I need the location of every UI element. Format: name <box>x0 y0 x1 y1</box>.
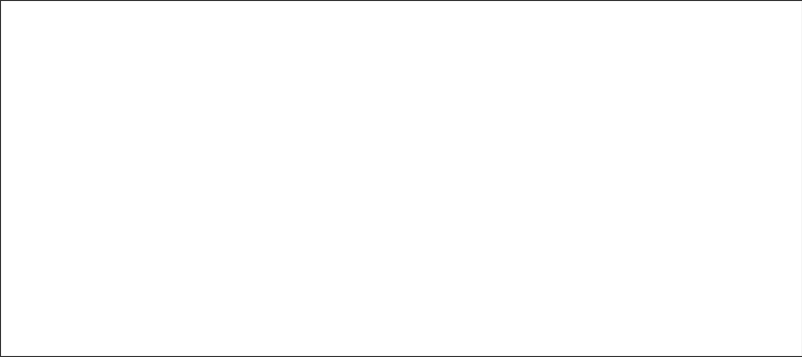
Text: Product & business
model innovation: Product & business model innovation <box>392 11 512 41</box>
Bar <box>569 53 802 122</box>
Bar <box>569 122 802 205</box>
Bar <box>124 205 334 357</box>
Bar <box>124 53 334 122</box>
Text: - Develop new value propositions

- Attract new customers: - Develop new value propositions - Attra… <box>344 140 510 177</box>
Bar <box>124 122 334 205</box>
Text: - Differentiation strategy

- Contracts or tenders won: - Differentiation strategy - Contracts o… <box>134 140 267 177</box>
Text: Barriers to
grow: Barriers to grow <box>10 277 76 300</box>
Text: > Direct: > Direct <box>752 119 794 129</box>
Text: Indirect  <: Indirect < <box>132 119 184 129</box>
Bar <box>0 0 124 53</box>
Text: Differentiation: Differentiation <box>184 20 274 33</box>
Bar <box>569 205 802 357</box>
Bar <box>0 53 124 122</box>
Bar <box>0 122 124 205</box>
Text: Low-income consumer
market segment: Low-income consumer market segment <box>615 11 756 41</box>
Text: Mid-term:

- Licence-to-operate

- Public relations: Mid-term: - Licence-to-operate - Public … <box>134 57 234 120</box>
Text: Company
returns: Company returns <box>10 66 67 89</box>
Text: Long-term:

- Strategic renewal

- Corporate reputation: Long-term: - Strategic renewal - Corpora… <box>344 57 455 120</box>
Bar <box>334 53 569 122</box>
Text: - Start-up positioning potentially
  marginalized from local business
  stakes

: - Start-up positioning potentially margi… <box>344 209 515 338</box>
Polygon shape <box>569 3 800 50</box>
Bar <box>0 205 124 357</box>
Text: - Sensitive to short-term financial
  results objectives

- Market captures appr: - Sensitive to short-term financial resu… <box>579 209 746 285</box>
Text: Business
case for BoP
strategies: Business case for BoP strategies <box>10 4 87 41</box>
Polygon shape <box>127 3 334 50</box>
Text: Short-term:

- Growth

- Profitability: Short-term: - Growth - Profitability <box>579 57 642 120</box>
Bar <box>334 122 569 205</box>
Text: - Increase market shares among
  low-income segment: - Increase market shares among low-incom… <box>579 140 740 164</box>
Bar <box>334 205 569 357</box>
Text: - Projects' scale limited by nature

- Limited profitability of the projects

- : - Projects' scale limited by nature - Li… <box>134 209 314 285</box>
Text: BoP
projects'
economic
value
creation: BoP projects' economic value creation <box>10 116 69 178</box>
Polygon shape <box>334 3 569 50</box>
